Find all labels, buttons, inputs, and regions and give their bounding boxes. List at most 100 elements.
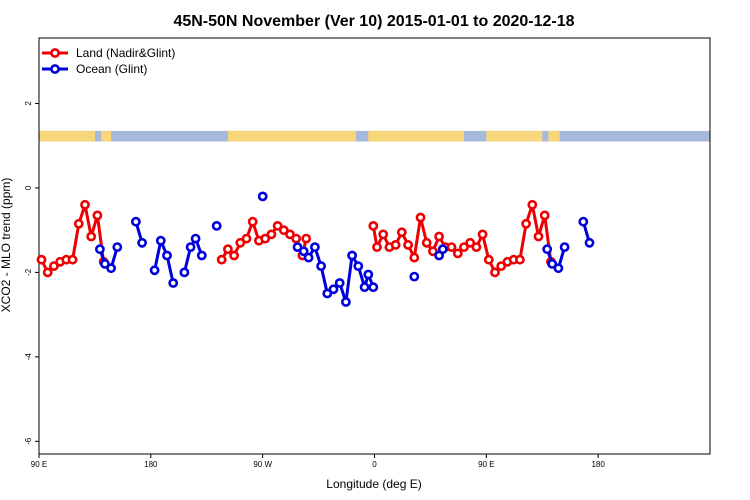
data-point-land bbox=[229, 250, 239, 261]
land-ocean-band bbox=[39, 130, 710, 142]
data-point-land bbox=[372, 242, 382, 252]
data-point-ocean bbox=[190, 233, 201, 244]
data-point-land bbox=[396, 227, 407, 238]
data-point-land bbox=[36, 254, 47, 265]
data-point-land bbox=[521, 218, 531, 229]
data-point-land bbox=[471, 242, 482, 252]
data-point-land bbox=[527, 199, 538, 210]
data-point-land bbox=[301, 233, 312, 244]
data-point-land bbox=[80, 199, 90, 210]
data-point-ocean bbox=[409, 271, 420, 282]
data-point-land bbox=[368, 220, 379, 231]
data-point-ocean bbox=[322, 288, 333, 299]
data-point-land bbox=[390, 239, 401, 250]
data-point-land bbox=[490, 267, 500, 278]
x-tick-label: 180 bbox=[144, 460, 158, 469]
data-point-ocean bbox=[347, 250, 357, 261]
data-point-ocean bbox=[316, 261, 326, 271]
data-point-ocean bbox=[553, 263, 564, 274]
data-point-land bbox=[452, 248, 463, 259]
data-point-ocean bbox=[340, 297, 351, 307]
data-point-land bbox=[496, 261, 507, 271]
y-tick-label: -4 bbox=[24, 353, 33, 361]
data-point-ocean bbox=[137, 237, 147, 248]
data-point-ocean bbox=[196, 250, 207, 261]
y-tick-label: -2 bbox=[24, 268, 33, 276]
data-point-land bbox=[216, 254, 227, 265]
data-point-ocean bbox=[298, 246, 309, 257]
data-point-ocean bbox=[584, 237, 595, 248]
data-point-ocean bbox=[149, 265, 160, 276]
data-point-ocean bbox=[328, 284, 339, 295]
legend: Land (Nadir&Glint) Ocean (Glint) bbox=[42, 46, 175, 76]
data-point-ocean bbox=[162, 250, 172, 261]
data-point-land bbox=[42, 267, 53, 278]
data-point-ocean bbox=[542, 244, 553, 255]
data-point-ocean bbox=[112, 242, 123, 252]
data-point-ocean bbox=[303, 252, 314, 263]
data-point-land bbox=[533, 231, 544, 242]
data-point-land bbox=[278, 225, 289, 236]
x-tick-label: 90 E bbox=[478, 460, 494, 469]
data-point-land bbox=[477, 229, 488, 240]
data-point-ocean bbox=[95, 244, 105, 255]
data-point-ocean bbox=[309, 242, 320, 252]
x-tick-label: 180 bbox=[591, 460, 605, 469]
data-point-ocean bbox=[168, 278, 179, 288]
y-tick-label: 0 bbox=[24, 185, 33, 190]
data-point-land bbox=[285, 229, 295, 240]
x-tick-label: 0 bbox=[372, 460, 377, 469]
data-point-ocean bbox=[547, 258, 558, 269]
data-point-ocean bbox=[363, 269, 374, 280]
legend-label-ocean: Ocean (Glint) bbox=[76, 62, 147, 76]
data-point-land bbox=[67, 254, 78, 265]
data-point-land bbox=[434, 231, 444, 242]
data-point-land bbox=[459, 242, 469, 252]
data-point-land bbox=[291, 233, 302, 244]
data-point-ocean bbox=[359, 282, 370, 293]
data-point-land bbox=[515, 254, 525, 265]
chart-title: 45N-50N November (Ver 10) 2015-01-01 to … bbox=[173, 13, 574, 30]
land-band-segment bbox=[101, 130, 112, 142]
data-point-ocean bbox=[211, 220, 222, 231]
data-point-ocean bbox=[353, 261, 364, 271]
data-point-land bbox=[427, 246, 438, 257]
land-band-segment bbox=[39, 130, 95, 142]
data-point-land bbox=[222, 244, 233, 255]
data-point-land bbox=[539, 210, 550, 221]
data-point-ocean bbox=[368, 282, 379, 293]
data-point-ocean bbox=[106, 263, 116, 274]
data-point-land bbox=[49, 261, 59, 271]
data-point-land bbox=[378, 229, 389, 240]
data-point-land bbox=[86, 231, 97, 242]
series-line-land bbox=[371, 203, 553, 274]
series-layer bbox=[36, 191, 595, 307]
data-point-land bbox=[266, 229, 277, 240]
land-band-segment bbox=[368, 130, 464, 142]
land-band-segment bbox=[227, 130, 356, 142]
data-point-land bbox=[403, 239, 413, 250]
series-line-ocean bbox=[182, 237, 204, 273]
data-point-land bbox=[483, 254, 494, 265]
data-point-land bbox=[235, 237, 246, 248]
legend-label-land: Land (Nadir&Glint) bbox=[76, 46, 175, 60]
data-point-land bbox=[421, 237, 432, 248]
land-band-segment bbox=[486, 130, 543, 142]
data-point-land bbox=[409, 252, 420, 263]
data-point-land bbox=[465, 237, 476, 248]
data-point-ocean bbox=[437, 244, 448, 255]
data-point-land bbox=[241, 233, 252, 244]
data-point-land bbox=[260, 233, 271, 244]
data-point-ocean bbox=[155, 235, 166, 246]
data-point-ocean bbox=[257, 191, 268, 202]
data-point-land bbox=[415, 212, 426, 223]
legend-marker-land bbox=[50, 48, 60, 58]
data-point-land bbox=[247, 216, 258, 227]
data-point-ocean bbox=[334, 278, 345, 288]
data-point-ocean bbox=[179, 267, 190, 278]
data-point-land bbox=[446, 242, 457, 252]
data-point-ocean bbox=[559, 242, 570, 252]
x-axis-label: Longitude (deg E) bbox=[326, 477, 421, 491]
data-point-ocean bbox=[100, 258, 110, 269]
